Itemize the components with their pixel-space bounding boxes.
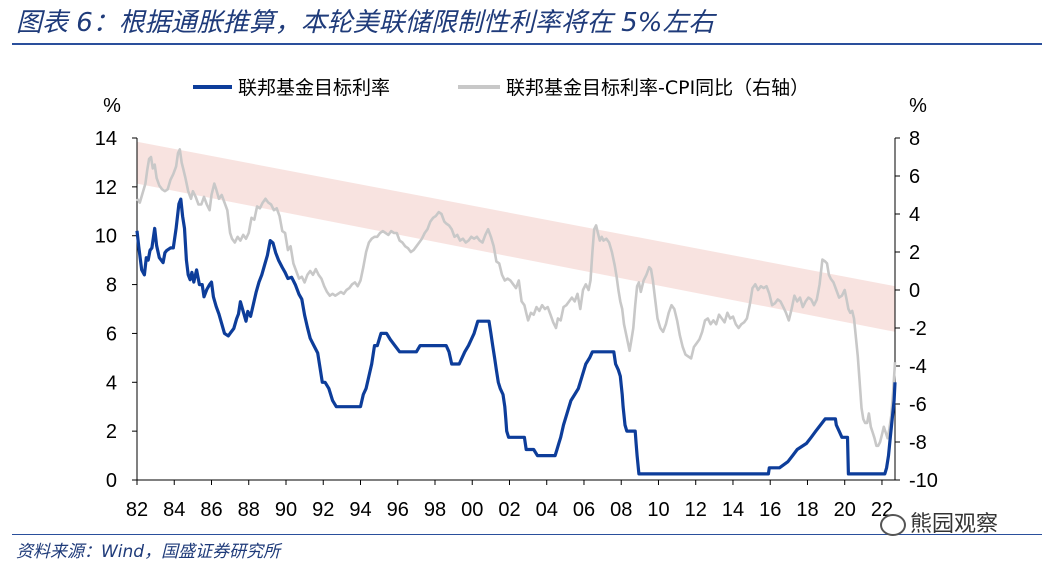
left-tick-label: 4 [106, 372, 117, 394]
x-tick-label: 10 [647, 499, 669, 521]
x-tick-label: 90 [275, 499, 297, 521]
watermark: 熊园观察 [880, 506, 998, 538]
x-tick-label: 20 [834, 499, 856, 521]
x-tick-label: 88 [238, 499, 260, 521]
x-tick-label: 00 [461, 499, 483, 521]
left-tick-label: 10 [95, 226, 117, 248]
left-tick-label: 14 [95, 128, 117, 150]
x-tick-label: 08 [610, 499, 632, 521]
x-tick-label: 92 [312, 499, 334, 521]
title-divider [12, 43, 1042, 45]
x-tick-label: 18 [796, 499, 818, 521]
right-tick-label: 2 [909, 242, 920, 264]
x-tick-label: 82 [126, 499, 148, 521]
left-tick-label: 2 [106, 421, 117, 443]
right-tick-label: 8 [909, 128, 920, 150]
x-tick-label: 94 [349, 499, 371, 521]
series-line-fed-funds [135, 197, 897, 476]
right-tick-label: -2 [909, 318, 927, 340]
x-tick-label: 02 [498, 499, 520, 521]
x-tick-label: 04 [536, 499, 558, 521]
watermark-icon [880, 514, 906, 536]
left-tick-label: 8 [106, 275, 117, 297]
right-tick-label: -10 [909, 470, 938, 492]
left-tick-label: 0 [106, 470, 117, 492]
right-tick-label: -8 [909, 432, 927, 454]
page-title: 图表 6：根据通胀推算，本轮美联储限制性利率将在 5%左右 [16, 8, 715, 38]
watermark-text: 熊园观察 [910, 512, 999, 537]
legend-label-real-rate: 联邦基金目标利率-CPI同比（右轴） [506, 77, 809, 99]
x-tick-label: 96 [387, 499, 409, 521]
series-line-real-rate [135, 148, 897, 448]
x-tick-label: 84 [163, 499, 185, 521]
legend-label-fed-funds: 联邦基金目标利率 [238, 77, 390, 99]
right-tick-label: -4 [909, 356, 927, 378]
left-axis-unit: % [103, 95, 121, 117]
left-tick-label: 12 [95, 177, 117, 199]
x-tick-label: 98 [424, 499, 446, 521]
x-tick-label: 86 [200, 499, 222, 521]
trend-band [137, 141, 895, 332]
x-tick-label: 14 [722, 499, 744, 521]
x-tick-label: 16 [759, 499, 781, 521]
right-tick-label: 0 [909, 280, 920, 302]
source-note: 资料来源：Wind，国盛证券研究所 [16, 542, 281, 562]
left-tick-label: 6 [106, 323, 117, 345]
right-axis-unit: % [909, 95, 927, 117]
right-tick-label: 6 [909, 166, 920, 188]
footer-divider [12, 534, 1042, 535]
right-tick-label: -6 [909, 394, 927, 416]
x-tick-label: 06 [573, 499, 595, 521]
x-tick-label: 12 [685, 499, 707, 521]
right-tick-label: 4 [909, 204, 920, 226]
